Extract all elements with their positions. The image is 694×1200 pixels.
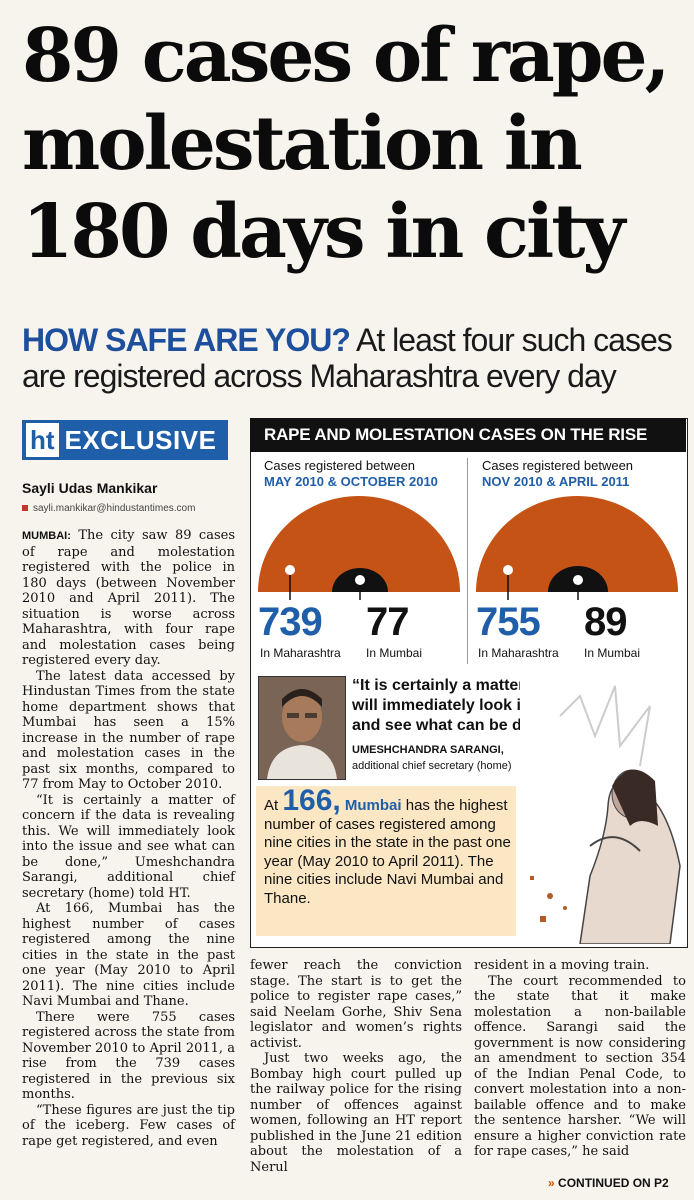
- fact-text: At 166, Mumbai has the highest number of…: [264, 786, 514, 908]
- semicircle-graphic: [258, 496, 460, 600]
- fact-bold: Mumbai: [340, 797, 402, 814]
- semicircle-graphic: [476, 496, 678, 600]
- paragraph: “These figures are just the tip of the i…: [22, 1102, 235, 1149]
- mumbai-count: 89: [584, 600, 627, 644]
- fact-number: 166,: [282, 784, 341, 817]
- paragraph: The latest data accessed by Hindustan Ti…: [22, 668, 235, 793]
- maharashtra-count: 739: [258, 600, 323, 644]
- mumbai-label: In Mumbai: [584, 646, 641, 660]
- mumbai-count: 77: [366, 600, 409, 644]
- article-column-2: fewer reach the conviction stage. The st…: [250, 958, 462, 1175]
- email-text: sayli.mankikar@hindustantimes.com: [33, 503, 196, 514]
- maharashtra-label: In Maharashtra: [260, 646, 341, 660]
- continued-link[interactable]: » CONTINUED ON P2: [548, 1176, 669, 1190]
- headline-line-1: 89 cases of rape,: [22, 13, 670, 99]
- illustration-woman: [520, 676, 684, 944]
- headline-line-3: 180 days in city: [22, 189, 625, 275]
- marker-dot: [573, 575, 583, 585]
- paragraph: “It is certainly a matter of concern if …: [22, 792, 235, 901]
- panel-divider: [467, 458, 468, 664]
- kicker-lead: HOW SAFE ARE YOU?: [22, 322, 351, 358]
- paragraph-text: The city saw 89 cases of rape and molest…: [22, 528, 235, 668]
- continued-text: CONTINUED ON P2: [558, 1176, 669, 1190]
- marker-dot: [503, 565, 513, 575]
- byline-email[interactable]: sayli.mankikar@hindustantimes.com: [22, 503, 195, 514]
- quote-attribution-title: additional chief secretary (home): [352, 760, 512, 772]
- exclusive-label: EXCLUSIVE: [64, 424, 217, 455]
- paragraph: The court recommended to the state that …: [474, 973, 686, 1160]
- headline: 89 cases of rape, molestation in 180 day…: [22, 12, 682, 276]
- paragraph: resident in a moving train.: [474, 958, 650, 973]
- headline-line-2: molestation in: [22, 101, 583, 187]
- article-column-3: resident in a moving train. The court re…: [474, 958, 686, 1160]
- fact-prefix: At: [264, 797, 283, 814]
- official-photo: [258, 676, 346, 780]
- exclusive-tag: ht EXCLUSIVE: [22, 420, 228, 460]
- paragraph: fewer reach the conviction stage. The st…: [250, 958, 462, 1051]
- infographic-title: RAPE AND MOLESTATION CASES ON THE RISE: [250, 418, 686, 452]
- portrait-image: [259, 677, 345, 779]
- maharashtra-semicircle: [476, 496, 678, 592]
- panel-nov-apr-2011: Cases registered between NOV 2010 & APRI…: [468, 452, 686, 666]
- panel-label: Cases registered between: [482, 458, 634, 473]
- byline-name: Sayli Udas Mankikar: [22, 480, 158, 496]
- paragraph: MUMBAI: The city saw 89 cases of rape an…: [22, 528, 235, 669]
- paragraph: Just two weeks ago, the Bombay high cour…: [250, 1051, 462, 1175]
- article-column-1: MUMBAI: The city saw 89 cases of rape an…: [22, 528, 235, 1149]
- maharashtra-label: In Maharashtra: [478, 646, 559, 660]
- quote-attribution-name: UMESHCHANDRA SARANGI,: [352, 744, 504, 756]
- fact-body: has the highest number of cases register…: [264, 797, 511, 907]
- panel-may-oct-2010: Cases registered between MAY 2010 & OCTO…: [250, 452, 468, 666]
- marker-dot: [285, 565, 295, 575]
- kicker-rest-2: are registered across Maharashtra every …: [22, 358, 617, 394]
- bullet-icon: [22, 505, 28, 511]
- panel-label: Cases registered between: [264, 458, 416, 473]
- dateline: MUMBAI:: [22, 530, 71, 542]
- kicker: HOW SAFE ARE YOU? At least four such cas…: [22, 322, 682, 394]
- arrow-icon: »: [548, 1176, 555, 1190]
- paragraph: There were 755 cases registered across t…: [22, 1009, 235, 1103]
- maharashtra-count: 755: [476, 600, 541, 644]
- fact-box: [256, 786, 516, 936]
- paragraph: At 166, Mumbai has the highest number of…: [22, 901, 235, 1009]
- ht-logo: ht: [26, 423, 59, 457]
- panel-period: NOV 2010 & APRIL 2011: [482, 474, 630, 489]
- kicker-rest-1: At least four such cases: [349, 322, 673, 358]
- panel-period: MAY 2010 & OCTOBER 2010: [264, 474, 438, 489]
- mumbai-label: In Mumbai: [366, 646, 423, 660]
- marker-dot: [355, 575, 365, 585]
- maharashtra-semicircle: [258, 496, 460, 592]
